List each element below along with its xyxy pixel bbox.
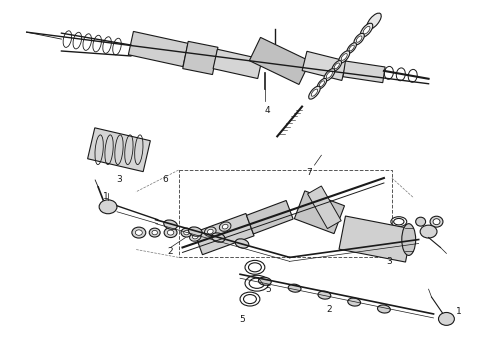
Ellipse shape — [149, 228, 160, 237]
Text: 7: 7 — [307, 168, 312, 177]
Ellipse shape — [204, 227, 216, 236]
Polygon shape — [302, 51, 346, 81]
Ellipse shape — [220, 222, 231, 231]
Text: 3: 3 — [386, 257, 392, 266]
Polygon shape — [294, 191, 344, 234]
Polygon shape — [213, 49, 262, 78]
Text: 5: 5 — [239, 315, 245, 324]
Text: 2: 2 — [326, 305, 332, 314]
Ellipse shape — [258, 277, 271, 285]
Text: 4: 4 — [265, 105, 270, 114]
Text: 1: 1 — [456, 307, 461, 316]
Text: 1: 1 — [103, 192, 109, 201]
Ellipse shape — [132, 227, 146, 238]
Ellipse shape — [99, 200, 117, 214]
Text: 6: 6 — [163, 175, 169, 184]
Polygon shape — [246, 201, 293, 234]
Ellipse shape — [348, 298, 361, 306]
Ellipse shape — [402, 224, 416, 255]
Polygon shape — [128, 31, 188, 67]
Ellipse shape — [326, 71, 332, 78]
Ellipse shape — [377, 305, 391, 313]
Polygon shape — [249, 37, 310, 85]
Ellipse shape — [339, 51, 350, 63]
Ellipse shape — [334, 63, 340, 69]
Ellipse shape — [168, 230, 174, 235]
Ellipse shape — [433, 219, 440, 225]
Ellipse shape — [341, 54, 347, 60]
Polygon shape — [308, 186, 341, 229]
Ellipse shape — [420, 225, 437, 238]
Ellipse shape — [288, 284, 301, 292]
Text: 5: 5 — [265, 285, 270, 294]
Ellipse shape — [207, 229, 213, 234]
Ellipse shape — [193, 234, 198, 239]
Ellipse shape — [181, 228, 192, 237]
Ellipse shape — [135, 230, 142, 235]
Ellipse shape — [222, 224, 228, 229]
Ellipse shape — [363, 26, 370, 34]
Ellipse shape — [332, 60, 342, 71]
Ellipse shape — [367, 13, 381, 30]
Bar — [178, 170, 392, 257]
Ellipse shape — [309, 86, 320, 99]
Polygon shape — [343, 61, 385, 83]
Ellipse shape — [311, 89, 318, 96]
Ellipse shape — [211, 233, 225, 242]
Ellipse shape — [235, 239, 249, 248]
Text: 2: 2 — [168, 247, 173, 256]
Polygon shape — [194, 213, 254, 255]
Ellipse shape — [354, 33, 364, 45]
Polygon shape — [339, 216, 412, 262]
Ellipse shape — [439, 312, 454, 325]
Ellipse shape — [184, 230, 189, 235]
Ellipse shape — [318, 291, 331, 299]
Ellipse shape — [319, 81, 324, 87]
Polygon shape — [88, 128, 150, 172]
Ellipse shape — [416, 217, 426, 226]
Ellipse shape — [356, 36, 362, 42]
Text: 3: 3 — [116, 175, 122, 184]
Ellipse shape — [324, 69, 335, 81]
Ellipse shape — [430, 216, 443, 227]
Ellipse shape — [189, 227, 202, 236]
Ellipse shape — [347, 43, 356, 53]
Ellipse shape — [152, 230, 157, 235]
Ellipse shape — [317, 78, 327, 89]
Ellipse shape — [164, 220, 177, 229]
Polygon shape — [183, 41, 218, 75]
Ellipse shape — [190, 232, 201, 241]
Ellipse shape — [164, 228, 177, 238]
Ellipse shape — [349, 45, 354, 51]
Ellipse shape — [360, 23, 373, 37]
